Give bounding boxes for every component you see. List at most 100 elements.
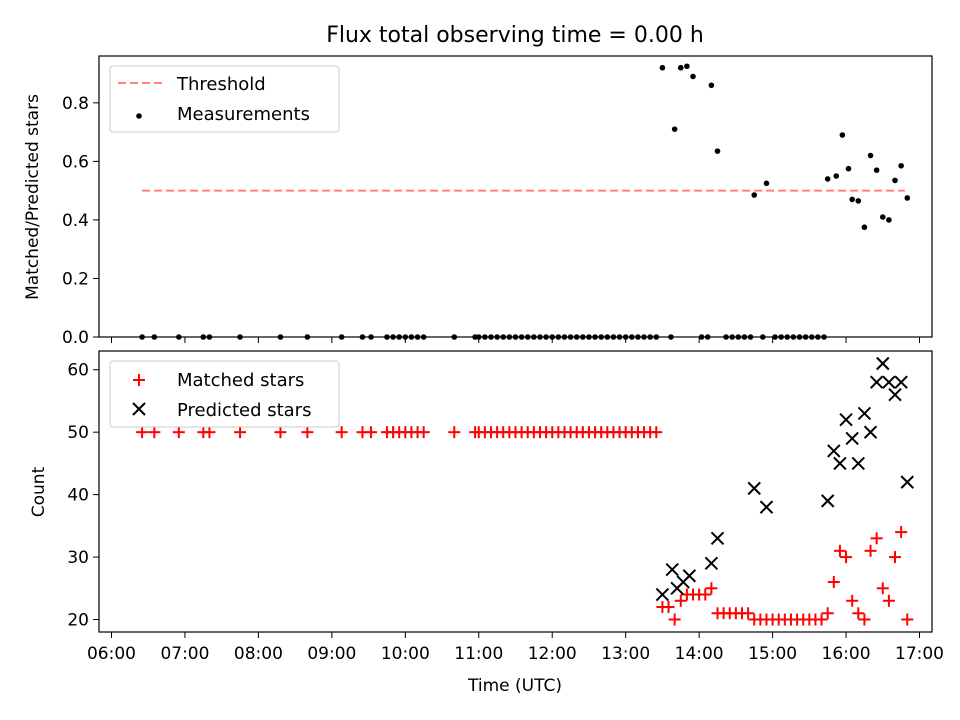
measurement-point (671, 126, 678, 132)
measurement-point (751, 192, 758, 198)
top-y-tick-label: 0.4 (62, 211, 89, 231)
matched-star-point (301, 426, 314, 439)
bottom-y-tick-label: 60 (67, 361, 89, 381)
matched-star-point (417, 426, 430, 439)
predicted-star-point (900, 475, 914, 489)
bottom-x-tick-label: 09:00 (307, 644, 356, 664)
bottom-y-tick-label: 30 (67, 548, 89, 568)
matched-star-point (846, 594, 859, 607)
bottom-y-tick-label: 40 (67, 486, 89, 506)
bottom-x-tick-label: 12:00 (528, 644, 577, 664)
matched-legend-label: Matched stars (177, 370, 304, 391)
matched-star-point (852, 607, 865, 620)
predicted-star-point (839, 412, 853, 427)
top-y-axis-label: Matched/Predicted stars (23, 94, 43, 300)
predicted-star-point (863, 425, 878, 439)
top-y-ticks: 0.0 0.2 0.4 0.6 0.8 (62, 94, 99, 348)
matched-star-point (815, 613, 828, 626)
measurement-point (904, 195, 911, 201)
predicted-star-point (665, 562, 679, 577)
matched-star-point (901, 613, 914, 626)
bottom-x-tick-label: 08:00 (234, 644, 283, 664)
predicted-star-point (851, 456, 865, 471)
matched-star-point (889, 551, 902, 564)
bottom-legend: Matched stars Predicted stars (109, 360, 340, 428)
bottom-y-tick-label: 50 (67, 423, 89, 443)
matched-star-point (650, 426, 663, 439)
bottom-x-tick-label: 13:00 (601, 644, 650, 664)
matched-star-point (335, 426, 348, 439)
predicted-legend-marker (132, 402, 146, 416)
measurement-point (714, 148, 721, 154)
predicted-star-point (827, 444, 841, 458)
matched-star-point (827, 576, 840, 589)
matched-star-point (870, 532, 883, 545)
matched-star-point (234, 426, 247, 439)
predicted-star-point (759, 500, 774, 514)
top-axes-frame (98, 55, 933, 338)
predicted-star-point (845, 431, 859, 446)
predicted-star-point (655, 587, 670, 602)
measurement-point (708, 82, 715, 89)
bottom-x-tick-label: 11:00 (454, 644, 503, 664)
matched-star-point (448, 426, 461, 439)
measurement-point (659, 64, 666, 71)
measurements-legend-label: Measurements (177, 104, 310, 125)
threshold-legend-label: Threshold (176, 74, 266, 95)
bottom-x-ticks: 06:00 07:00 08:00 09:00 10:00 11:00 12:00 13:00… (87, 632, 944, 664)
bottom-x-tick-label: 07:00 (160, 644, 209, 664)
matched-star-point (705, 582, 718, 595)
predicted-star-point (876, 356, 890, 371)
predicted-star-point (894, 375, 908, 389)
bottom-x-tick-label: 16:00 (822, 644, 871, 664)
predicted-star-point (888, 388, 902, 402)
top-y-tick-label: 0.2 (62, 269, 89, 289)
measurements-legend-marker (136, 113, 142, 119)
measurement-point (892, 177, 898, 184)
ratio-panel: Flux total observing time = 0.00 h 0.00.… (23, 23, 933, 348)
matched-star-point (148, 426, 161, 439)
bottom-y-tick-label: 20 (67, 611, 89, 631)
top-legend-box (109, 65, 340, 133)
measurement-point (886, 217, 892, 223)
top-y-tick-label: 0.0 (62, 328, 89, 348)
top-y-tick-label: 0.8 (62, 94, 89, 114)
matched-star-point (876, 582, 889, 595)
top-legend: Threshold Measurements (109, 65, 340, 133)
predicted-star-point (682, 569, 697, 583)
bottom-x-tick-label: 15:00 (748, 644, 797, 664)
top-y-tick-label: 0.6 (62, 152, 89, 172)
matched-star-point (742, 607, 755, 620)
measurement-point (690, 73, 696, 80)
matched-star-point (172, 426, 185, 439)
bottom-x-tick-label: 14:00 (675, 644, 724, 664)
bottom-x-tick-label: 06:00 (87, 644, 136, 664)
chart-title: Flux total observing time = 0.00 h (326, 23, 704, 48)
predicted-star-point (710, 531, 725, 546)
matched-star-point (840, 551, 853, 564)
matched-star-point (699, 588, 712, 601)
matched-star-point (864, 544, 877, 557)
measurement-point (861, 224, 868, 231)
x-axis-label: Time (UTC) (467, 676, 562, 696)
top-x-ticks (110, 337, 921, 343)
measurement-point (849, 196, 855, 203)
predicted-star-point (857, 406, 872, 421)
measurement-point (824, 176, 831, 182)
matched-star-point (136, 426, 149, 439)
measurement-point (879, 214, 886, 220)
count-panel: 20 30 40 50 60 06:00 07:00 08:00 09:00 10:00 11:0… (29, 350, 944, 696)
matched-star-point (203, 426, 216, 439)
measurement-point (867, 152, 874, 159)
predicted-legend-label: Predicted stars (177, 400, 311, 421)
predicted-star-point (704, 556, 719, 571)
measurement-point (845, 165, 852, 172)
predicted-star-point (869, 375, 884, 389)
bottom-x-tick-label: 10:00 (381, 644, 430, 664)
measurement-point (898, 162, 904, 169)
measurement-point (763, 180, 770, 187)
matched-legend-marker (133, 374, 145, 386)
bottom-y-axis-label: Count (29, 466, 49, 517)
measurement-point (833, 173, 840, 179)
